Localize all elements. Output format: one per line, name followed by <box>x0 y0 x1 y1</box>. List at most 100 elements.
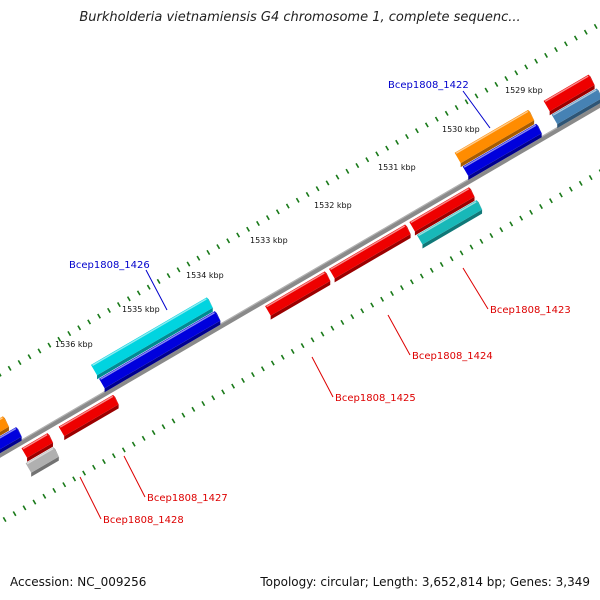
outer-tick-ring <box>166 273 171 279</box>
inner-tick-ring <box>419 273 424 279</box>
chromosome-backbone <box>0 102 600 458</box>
outer-tick-ring <box>405 133 409 140</box>
gene-1428-gray-bar-shade <box>31 456 59 477</box>
outer-tick-ring <box>226 238 231 244</box>
outer-tick-ring <box>424 122 429 128</box>
inner-tick-ring <box>181 412 186 418</box>
gene-label-Bcep1808_1428[interactable]: Bcep1808_1428 <box>103 515 184 526</box>
gene-label-Bcep1808_1422[interactable]: Bcep1808_1422 <box>388 80 469 91</box>
gene-label-Bcep1808_1423[interactable]: Bcep1808_1423 <box>490 305 571 316</box>
outer-tick-ring <box>573 35 578 41</box>
inner-tick-ring <box>82 470 87 476</box>
tick-label-1530: 1530 kbp <box>442 125 480 134</box>
gene-1422-orange-bar <box>454 109 535 164</box>
gene-1423-teal-bar-shade <box>422 209 483 249</box>
inner-tick-ring <box>340 319 345 325</box>
gene-1428-red-bar-shade <box>27 442 53 462</box>
gene-label-Bcep1808_1424[interactable]: Bcep1808_1424 <box>412 351 493 362</box>
tick-label-1529: 1529 kbp <box>505 86 543 95</box>
inner-tick-ring <box>479 238 484 244</box>
inner-tick-ring <box>52 487 57 494</box>
gene-1424-red-bar <box>329 224 411 279</box>
outer-tick-ring <box>544 52 549 58</box>
outer-tick-ring <box>444 110 449 116</box>
outer-tick-ring <box>474 93 479 99</box>
inner-tick-ring <box>101 458 106 465</box>
gene-1422-orange-bar-highlight <box>455 110 529 154</box>
gene-1428-gray-bar <box>25 447 59 473</box>
outer-tick-ring <box>593 23 598 29</box>
inner-tick-ring <box>370 302 375 308</box>
inner-tick-ring <box>131 441 136 447</box>
outer-tick-ring <box>534 58 539 64</box>
gene-1425-red-bar <box>265 271 331 316</box>
tick-label-1532: 1532 kbp <box>314 201 352 210</box>
gene-1422-blue-bar-highlight <box>463 124 537 168</box>
genome-summary: Topology: circular; Length: 3,652,814 bp… <box>260 575 590 589</box>
inner-tick-ring <box>549 198 553 204</box>
inner-tick-ring <box>489 232 494 239</box>
leader-line-Bcep1808_1424 <box>387 314 411 356</box>
outer-tick-ring <box>236 232 241 238</box>
accession-text: Accession: NC_009256 <box>10 575 147 589</box>
gene-1426-cyan-bar-shade <box>97 307 213 380</box>
gene-1423-red-bar <box>409 187 475 232</box>
outer-tick-ring <box>67 330 72 337</box>
inner-tick-ring <box>161 424 166 430</box>
outer-tick-ring <box>554 47 558 53</box>
outer-tick-ring <box>355 162 360 169</box>
gene-1425-red-bar-highlight <box>266 272 325 308</box>
inner-tick-ring <box>141 435 146 441</box>
outer-tick-ring <box>17 359 22 366</box>
inner-tick-ring <box>42 493 47 499</box>
inner-tick-ring <box>380 296 385 302</box>
gene-left-blue-bar <box>0 427 22 450</box>
inner-tick-ring <box>151 429 156 436</box>
outer-tick-ring <box>265 215 270 221</box>
outer-tick-ring <box>0 373 2 377</box>
inner-tick-ring <box>92 464 96 470</box>
outer-tick-ring <box>365 157 370 163</box>
inner-tick-ring <box>568 186 573 192</box>
inner-tick-ring <box>400 285 404 291</box>
outer-tick-ring <box>434 116 439 122</box>
inner-tick-ring <box>62 482 67 488</box>
inner-tick-ring <box>409 279 414 285</box>
gene-label-Bcep1808_1427[interactable]: Bcep1808_1427 <box>147 493 228 504</box>
inner-tick-ring <box>449 256 454 262</box>
inner-tick-ring <box>280 354 285 360</box>
gene-left-blue-bar-shade <box>0 436 22 454</box>
outer-tick-ring <box>484 87 489 93</box>
gene-1421-red-bar-shade <box>549 84 595 116</box>
inner-tick-ring <box>270 360 275 366</box>
outer-tick-ring <box>583 29 588 35</box>
inner-tick-ring <box>390 290 394 297</box>
inner-tick-ring <box>290 348 295 354</box>
outer-tick-ring <box>116 302 121 308</box>
outer-tick-ring <box>464 99 469 105</box>
gene-1421-red-bar-highlight <box>544 75 589 102</box>
gene-1421-steel-bar-shade <box>557 99 600 129</box>
gene-1424-red-bar-shade <box>334 234 411 283</box>
gene-left-orange-bar <box>0 416 9 432</box>
inner-tick-ring <box>32 499 37 505</box>
inner-tick-ring <box>171 418 176 424</box>
outer-tick-ring <box>87 319 92 325</box>
leader-line-Bcep1808_1425 <box>311 356 334 398</box>
outer-tick-ring <box>563 41 568 47</box>
inner-tick-ring <box>221 389 226 395</box>
inner-tick-ring <box>558 192 563 198</box>
gene-1421-steel-bar <box>551 88 600 125</box>
leader-line-Bcep1808_1423 <box>462 267 489 310</box>
outer-tick-ring <box>216 244 221 250</box>
leader-line-Bcep1808_1426 <box>145 269 168 311</box>
outer-tick-ring <box>256 220 260 227</box>
inner-tick-ring <box>509 221 514 227</box>
gene-label-Bcep1808_1426[interactable]: Bcep1808_1426 <box>69 260 150 271</box>
outer-tick-ring <box>7 365 12 371</box>
gene-label-Bcep1808_1425[interactable]: Bcep1808_1425 <box>335 393 416 404</box>
outer-tick-ring <box>126 296 131 302</box>
tick-label-1531: 1531 kbp <box>378 163 416 172</box>
gene-1422-blue-bar-shade <box>468 133 542 181</box>
